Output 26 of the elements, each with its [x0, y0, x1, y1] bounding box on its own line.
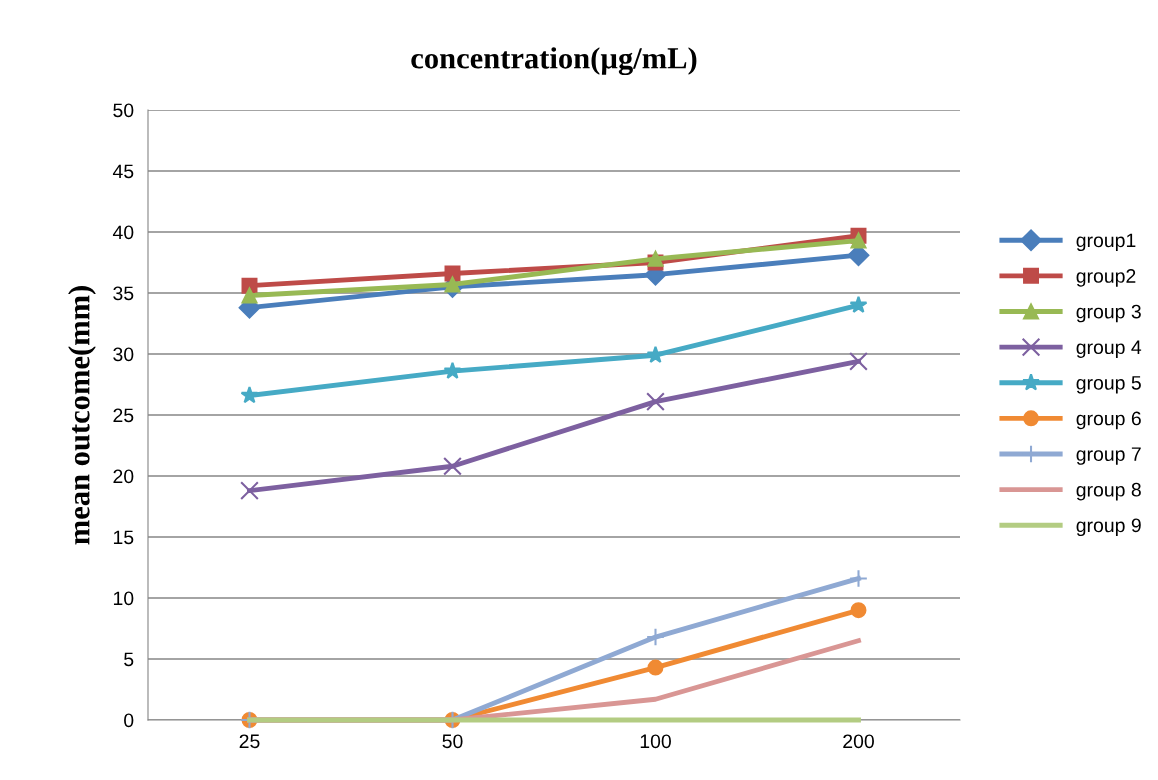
legend-label: group2 [1076, 269, 1136, 287]
y-tick-label: 20 [113, 469, 134, 484]
legend-label: group 8 [1076, 482, 1141, 501]
x-tick-label: 100 [640, 734, 671, 749]
y-tick-label: 10 [113, 591, 134, 606]
legend-label: group 7 [1076, 447, 1141, 465]
legend-label: group 6 [1076, 411, 1141, 430]
y-tick-label: 40 [112, 225, 134, 240]
y-axis-title: mean outcome(mm) [68, 286, 96, 545]
chart-title: concentration(µg/mL) [411, 47, 697, 76]
y-tick-label: 45 [112, 164, 134, 179]
y-tick-label: 15 [113, 530, 134, 545]
x-tick-label: 25 [239, 734, 260, 749]
legend-label: group 3 [1076, 304, 1141, 323]
legend-label: group1 [1076, 233, 1136, 252]
y-tick-label: 25 [113, 408, 134, 423]
legend-label: group 4 [1076, 340, 1142, 358]
y-tick-label: 5 [124, 652, 134, 667]
legend-label: group 9 [1076, 518, 1141, 537]
x-tick-label: 200 [843, 734, 874, 749]
x-tick-label: 50 [442, 734, 463, 749]
y-tick-label: 35 [113, 286, 134, 301]
y-tick-label: 50 [113, 103, 134, 118]
y-tick-label: 0 [124, 713, 134, 728]
legend-label: group 5 [1076, 376, 1141, 394]
y-tick-label: 30 [113, 347, 134, 362]
